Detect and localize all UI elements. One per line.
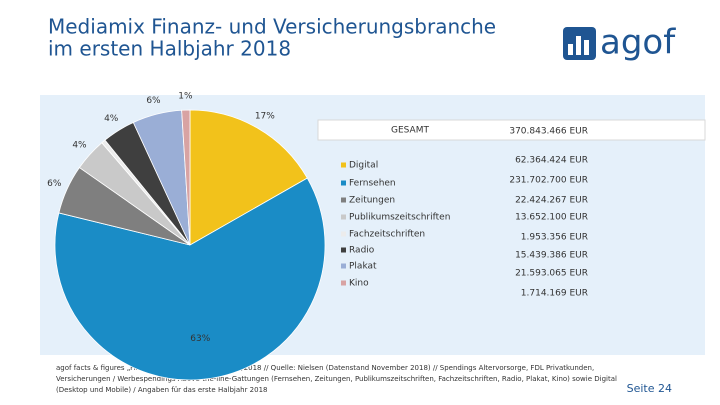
total-label: GESAMT bbox=[391, 126, 429, 136]
slice-label: 17% bbox=[255, 112, 275, 122]
amount: 231.702.700 EUR bbox=[509, 176, 588, 186]
legend-label: Digital bbox=[349, 161, 378, 171]
legend-swatch bbox=[341, 280, 346, 286]
logo-text: agof bbox=[600, 23, 676, 63]
legend-swatch bbox=[341, 162, 346, 168]
amount: 22.424.267 EUR bbox=[515, 196, 588, 206]
total-amount: 370.843.466 EUR bbox=[509, 127, 588, 137]
legend-label: Radio bbox=[349, 246, 375, 256]
legend-swatch bbox=[341, 247, 346, 253]
total-box bbox=[317, 119, 706, 141]
legend-swatch bbox=[341, 214, 346, 220]
source: agof facts & figures „Finanzen & Versich… bbox=[56, 364, 594, 372]
slice-label: 63% bbox=[190, 334, 210, 344]
slice-label: 4% bbox=[72, 141, 87, 151]
amount: 1.953.356 EUR bbox=[521, 233, 588, 243]
source: (Desktop und Mobile) / Angaben für das e… bbox=[56, 386, 267, 394]
source: Versicherungen / Werbespendings Above-th… bbox=[56, 375, 617, 383]
slice-label: 1% bbox=[178, 92, 193, 102]
pie-slice bbox=[181, 109, 191, 246]
amount: 21.593.065 EUR bbox=[515, 269, 588, 279]
slice-label: 4% bbox=[104, 114, 119, 124]
legend-label: Kino bbox=[349, 279, 369, 289]
legend-label: Fernsehen bbox=[349, 179, 396, 189]
legend-label: Zeitungen bbox=[349, 196, 395, 206]
pie-slice bbox=[189, 109, 308, 246]
legend-label: Fachzeitschriften bbox=[349, 230, 425, 240]
legend-label: Publikumszeitschriften bbox=[349, 213, 450, 223]
legend-swatch bbox=[341, 263, 346, 269]
title: Mediamix Finanz- und Versicherungsbranch… bbox=[48, 15, 496, 39]
amount: 15.439.386 EUR bbox=[515, 251, 588, 261]
amount: 1.714.169 EUR bbox=[521, 289, 588, 299]
logo-icon bbox=[563, 27, 596, 60]
slice-label: 6% bbox=[146, 96, 161, 106]
page-number: Seite 24 bbox=[627, 382, 672, 395]
amount: 62.364.424 EUR bbox=[515, 156, 588, 166]
slice-label: 6% bbox=[47, 179, 62, 189]
amount: 13.652.100 EUR bbox=[515, 213, 588, 223]
legend-label: Plakat bbox=[349, 262, 377, 272]
legend-swatch bbox=[341, 180, 346, 186]
legend-swatch bbox=[341, 197, 346, 203]
legend-swatch bbox=[341, 231, 346, 237]
title: im ersten Halbjahr 2018 bbox=[48, 37, 291, 61]
